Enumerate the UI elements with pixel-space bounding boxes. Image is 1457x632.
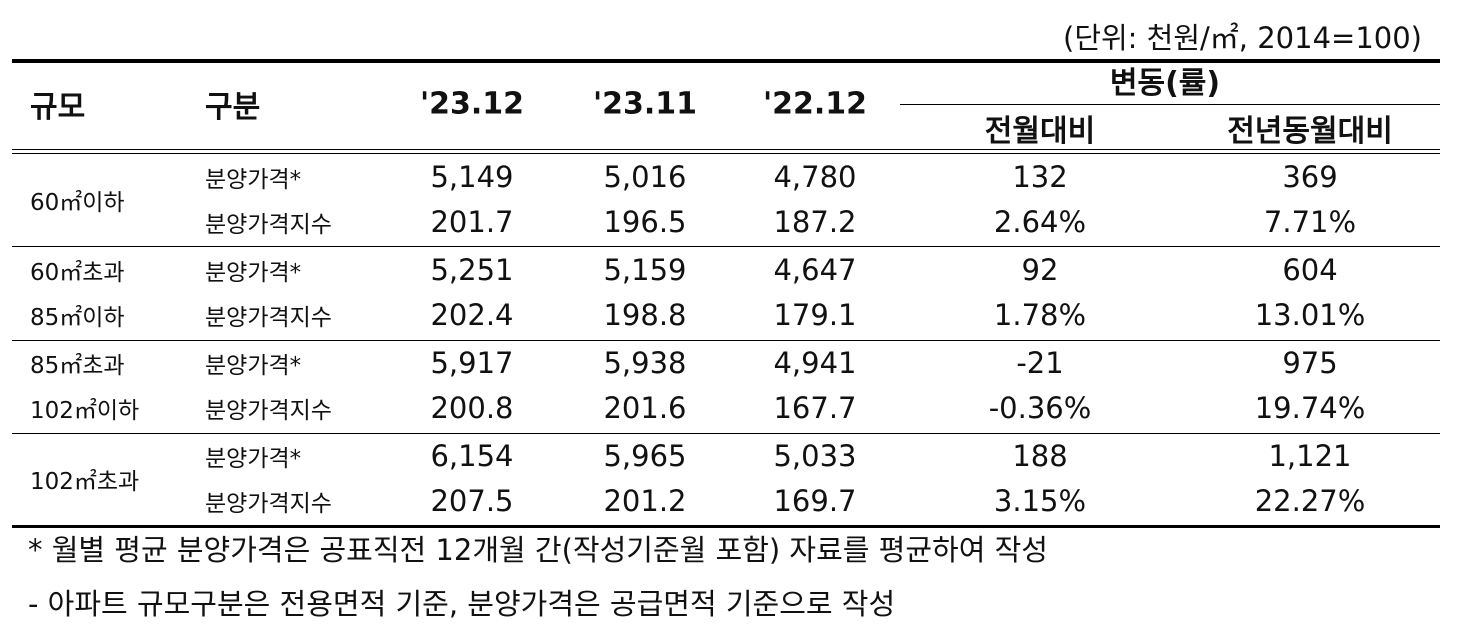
cell: 604 — [1282, 253, 1338, 287]
cell: 201.7 — [430, 205, 514, 239]
row-category: 분양가격지수 — [205, 398, 332, 424]
cell: 19.74% — [1254, 391, 1366, 425]
group-label: 60㎡이하 — [30, 190, 125, 216]
cell: 167.7 — [773, 391, 857, 425]
cell: 5,159 — [603, 253, 687, 287]
header-cell: 규모 — [30, 90, 86, 125]
cell: 198.8 — [603, 298, 687, 332]
cell: -0.36% — [988, 391, 1092, 425]
row-category: 분양가격* — [205, 260, 302, 286]
cell: 1.78% — [993, 298, 1087, 332]
footnote: * 월별 평균 분양가격은 공표직전 12개월 간(작성기준월 포함) 자료를 … — [28, 533, 1048, 567]
rule — [12, 340, 1440, 341]
cell: 169.7 — [773, 484, 857, 518]
row-category: 분양가격지수 — [205, 491, 332, 517]
group-label: 102㎡이하 — [30, 398, 140, 424]
cell: 207.5 — [430, 484, 514, 518]
row-category: 분양가격지수 — [205, 212, 332, 238]
cell: 196.5 — [603, 205, 687, 239]
cell: 13.01% — [1254, 298, 1366, 332]
cell: 975 — [1282, 346, 1338, 380]
header-cell: '23.12 — [419, 86, 525, 122]
rule — [12, 59, 1440, 63]
cell: 22.27% — [1254, 484, 1366, 518]
cell: 202.4 — [430, 298, 514, 332]
header-cell: 구분 — [205, 90, 261, 125]
header-cell: '22.12 — [762, 86, 868, 122]
cell: 201.2 — [603, 484, 687, 518]
cell: 7.71% — [1263, 205, 1357, 239]
row-category: 분양가격* — [205, 353, 302, 379]
unit-note: (단위: 천원/㎡, 2014=100) — [1063, 21, 1422, 55]
rule — [900, 104, 1440, 105]
cell: 188 — [1012, 439, 1068, 473]
header-cell: 전월대비 — [984, 114, 1096, 149]
header-cell: '23.11 — [592, 86, 698, 122]
cell: 5,016 — [603, 160, 687, 194]
cell: 5,033 — [773, 439, 857, 473]
cell: 200.8 — [430, 391, 514, 425]
cell: 6,154 — [430, 439, 514, 473]
cell: 4,780 — [773, 160, 857, 194]
cell: 132 — [1012, 160, 1068, 194]
header-cell: 변동(률) — [1109, 66, 1221, 101]
group-label: 85㎡초과 — [30, 353, 125, 379]
group-label: 85㎡이하 — [30, 305, 125, 331]
cell: 179.1 — [773, 298, 857, 332]
rule — [12, 525, 1440, 528]
cell: 5,149 — [430, 160, 514, 194]
row-category: 분양가격* — [205, 446, 302, 472]
cell: 92 — [1021, 253, 1059, 287]
rule — [12, 246, 1440, 247]
rule — [12, 433, 1440, 434]
group-label: 60㎡초과 — [30, 260, 125, 286]
rule — [12, 153, 1440, 154]
cell: 5,251 — [430, 253, 514, 287]
cell: 187.2 — [773, 205, 857, 239]
cell: 201.6 — [603, 391, 687, 425]
group-label: 102㎡초과 — [30, 469, 140, 495]
cell: 5,917 — [430, 346, 514, 380]
row-category: 분양가격* — [205, 167, 302, 193]
cell: 2.64% — [993, 205, 1087, 239]
cell: 369 — [1282, 160, 1338, 194]
cell: 4,647 — [773, 253, 857, 287]
cell: 5,938 — [603, 346, 687, 380]
header-cell: 전년동월대비 — [1227, 114, 1393, 149]
cell: 3.15% — [993, 484, 1087, 518]
footnote: - 아파트 규모구분은 전용면적 기준, 분양가격은 공급면적 기준으로 작성 — [28, 587, 896, 621]
row-category: 분양가격지수 — [205, 305, 332, 331]
cell: -21 — [1016, 346, 1064, 380]
rule — [12, 149, 1440, 150]
cell: 5,965 — [603, 439, 687, 473]
cell: 4,941 — [773, 346, 857, 380]
cell: 1,121 — [1268, 439, 1352, 473]
